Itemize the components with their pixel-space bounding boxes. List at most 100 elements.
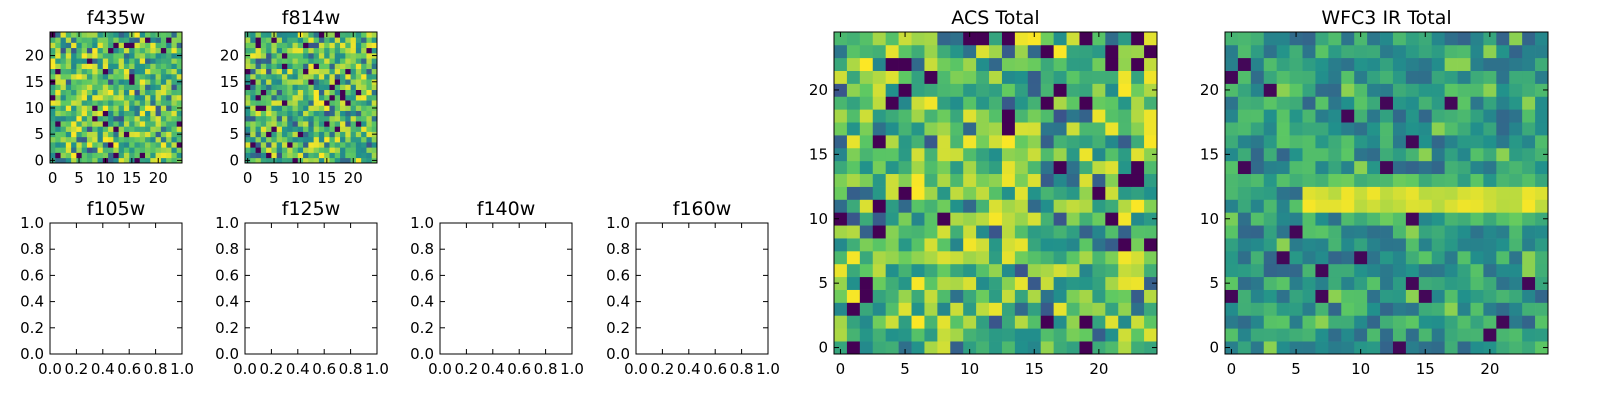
heatmap-cell	[97, 136, 104, 143]
heatmap-cell	[281, 121, 288, 127]
heatmap-cell	[1105, 250, 1119, 265]
heatmap-cell	[1014, 186, 1029, 200]
heatmap-cell	[250, 100, 256, 106]
heatmap-cell	[1431, 173, 1445, 187]
heatmap-cell	[303, 58, 309, 64]
heatmap-cell	[859, 199, 874, 213]
heatmap-cell	[924, 341, 938, 355]
heatmap-cell	[1522, 32, 1536, 46]
heatmap-cell	[1250, 96, 1265, 110]
heatmap-cell	[834, 341, 848, 355]
heatmap-cell	[1014, 276, 1029, 290]
heatmap-cell	[287, 147, 293, 153]
heatmap-cell	[292, 115, 299, 122]
heatmap-cell	[287, 42, 293, 49]
heatmap-cell	[340, 32, 346, 38]
heatmap-cell	[171, 110, 178, 117]
heatmap-cell	[1027, 276, 1042, 290]
heatmap-cell	[963, 83, 977, 97]
heatmap-cell	[834, 122, 848, 136]
heatmap-cell	[350, 110, 357, 117]
heatmap-cell	[1367, 225, 1381, 239]
heatmap-cell	[150, 115, 156, 122]
heatmap-cell	[97, 110, 104, 117]
heatmap-cell	[108, 115, 114, 122]
heatmap-cell	[846, 160, 861, 175]
heatmap-cell	[963, 250, 977, 265]
heatmap-cell	[76, 142, 83, 148]
heatmap-cell	[145, 37, 151, 43]
heatmap-cell	[308, 105, 314, 111]
heatmap-cell	[1001, 302, 1016, 316]
heatmap-cell	[266, 152, 272, 159]
heatmap-cell	[1418, 212, 1433, 226]
heatmap-cell	[898, 328, 912, 342]
heatmap-cell	[86, 115, 93, 122]
heatmap-cell	[1328, 341, 1342, 355]
heatmap-cell	[340, 52, 346, 59]
heatmap-cell	[166, 47, 172, 54]
heatmap-cell	[976, 135, 990, 149]
heatmap-cell	[1444, 57, 1458, 71]
heatmap-cell	[898, 160, 912, 175]
heatmap-cell	[303, 152, 309, 159]
heatmap-cell	[1001, 225, 1016, 239]
heatmap-cell	[108, 121, 114, 127]
heatmap-cell	[340, 63, 346, 70]
heatmap-cell	[1118, 263, 1132, 278]
heatmap-cell	[334, 142, 341, 148]
heatmap-cell	[166, 105, 172, 111]
heatmap-cell	[1092, 135, 1106, 149]
heatmap-cell	[1001, 135, 1016, 149]
heatmap-cell	[1418, 315, 1433, 329]
heatmap-cell	[1444, 32, 1458, 46]
heatmap-cell	[1001, 315, 1016, 329]
x-tick-label: 0	[1227, 360, 1237, 378]
heatmap-cell	[937, 83, 951, 97]
heatmap-cell	[1079, 263, 1093, 278]
heatmap-cell	[1535, 173, 1549, 187]
heatmap-cell	[1315, 160, 1329, 175]
heatmap-cell	[176, 37, 183, 43]
heatmap-cell	[113, 152, 119, 159]
heatmap-cell	[1457, 250, 1471, 265]
heatmap-cell	[108, 73, 114, 80]
heatmap-cell	[108, 42, 114, 49]
heatmap-cell	[1405, 109, 1420, 123]
heatmap-cell	[1392, 96, 1407, 110]
x-tick-label: 15	[317, 169, 336, 187]
heatmap-cell	[334, 100, 341, 106]
heatmap-cell	[118, 110, 125, 117]
heatmap-cell	[911, 276, 925, 290]
heatmap-cell	[1105, 160, 1119, 175]
heatmap-cell	[350, 105, 357, 111]
heatmap-cell	[885, 96, 899, 110]
heatmap-cell	[281, 47, 288, 54]
heatmap-cell	[950, 186, 964, 200]
heatmap-cell	[1392, 276, 1407, 290]
heatmap-cell	[176, 84, 183, 90]
heatmap-cell	[118, 105, 125, 111]
heatmap-cell	[1354, 70, 1368, 84]
heatmap-cell	[1105, 135, 1119, 149]
heatmap-cell	[292, 94, 299, 101]
heatmap-cell	[366, 79, 373, 85]
heatmap-cell	[1131, 83, 1145, 97]
heatmap-cell	[846, 135, 861, 149]
heatmap-cell	[1315, 173, 1329, 187]
heatmap-cell	[166, 100, 172, 106]
heatmap-cell	[1470, 328, 1484, 342]
heatmap-cell	[1092, 302, 1106, 316]
heatmap-cell	[989, 212, 1003, 226]
heatmap-cell	[1053, 276, 1067, 290]
heatmap-cell	[1225, 276, 1239, 290]
heatmap-cell	[1014, 32, 1029, 46]
heatmap-cell	[271, 152, 278, 159]
heatmap-cell	[71, 63, 77, 70]
heatmap-cell	[308, 63, 314, 70]
heatmap-cell	[318, 131, 325, 138]
heatmap-cell	[1066, 212, 1080, 226]
heatmap-cell	[308, 157, 314, 164]
heatmap-cell	[1509, 276, 1523, 290]
heatmap-cell	[345, 142, 351, 148]
